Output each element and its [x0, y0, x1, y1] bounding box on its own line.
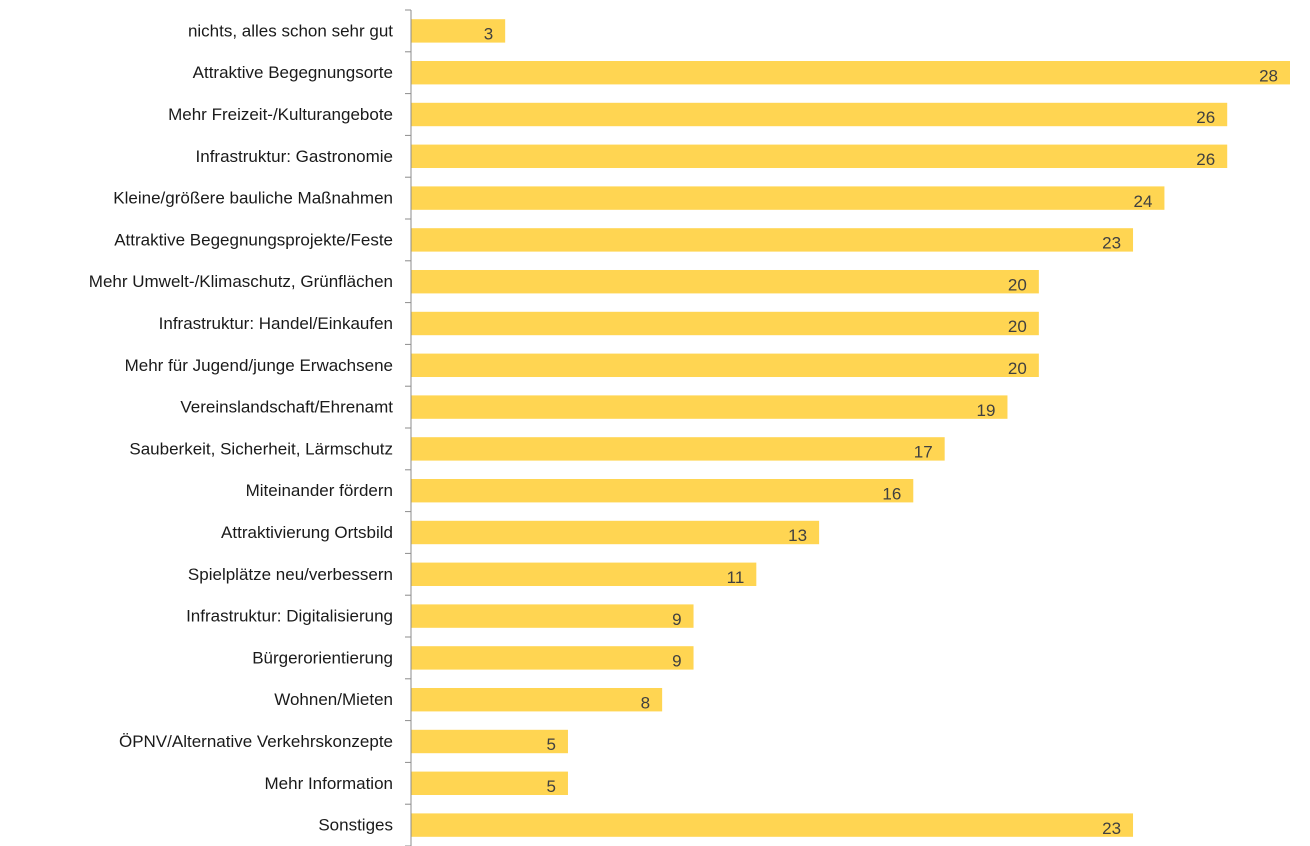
value-label: 16	[882, 484, 901, 503]
category-label: Attraktivierung Ortsbild	[221, 523, 393, 542]
category-label: Spielplätze neu/verbessern	[188, 565, 393, 584]
bar	[411, 562, 757, 587]
category-axis	[405, 9, 412, 846]
category-label: Infrastruktur: Gastronomie	[196, 147, 393, 166]
category-label: Kleine/größere bauliche Maßnahmen	[113, 189, 393, 208]
bar	[411, 353, 1039, 378]
category-labels: nichts, alles schon sehr gut Attraktive B…	[89, 21, 393, 834]
bar	[411, 144, 1228, 169]
category-label: Sauberkeit, Sicherheit, Lärmschutz	[129, 439, 393, 458]
bar	[411, 813, 1134, 837]
bar	[411, 729, 568, 754]
value-label: 20	[1008, 359, 1027, 378]
bar	[411, 269, 1039, 294]
value-label: 24	[1134, 192, 1153, 211]
value-label: 3	[484, 25, 493, 44]
category-label: Attraktive Begegnungsorte	[193, 63, 393, 82]
bar	[411, 771, 568, 796]
bar	[411, 646, 694, 670]
bar	[411, 102, 1228, 127]
value-label: 9	[672, 610, 681, 629]
category-label: Mehr Umwelt-/Klimaschutz, Grünflächen	[89, 272, 393, 291]
category-label: Attraktive Begegnungsprojekte/Feste	[114, 230, 393, 249]
bar	[411, 19, 506, 43]
category-label: Infrastruktur: Digitalisierung	[186, 607, 393, 626]
category-label: Mehr für Jugend/junge Erwachsene	[125, 356, 393, 375]
value-label: 8	[641, 693, 650, 712]
value-label: 5	[546, 735, 555, 754]
bar	[411, 186, 1165, 210]
value-label: 19	[977, 401, 996, 420]
value-label: 23	[1102, 234, 1121, 253]
category-label: Mehr Information	[265, 774, 394, 793]
category-label: Mehr Freizeit-/Kulturangebote	[168, 105, 393, 124]
category-label: Bürgerorientierung	[252, 648, 393, 667]
bar	[411, 604, 694, 628]
value-label: 23	[1102, 819, 1121, 838]
category-label: Sonstiges	[318, 816, 393, 835]
value-label: 28	[1259, 66, 1278, 85]
value-label: 17	[914, 443, 933, 462]
value-label: 26	[1196, 108, 1215, 127]
value-label: 5	[546, 777, 555, 796]
value-label: 13	[788, 526, 807, 545]
category-label: Infrastruktur: Handel/Einkaufen	[159, 314, 393, 333]
value-label: 26	[1196, 150, 1215, 169]
category-label: Vereinslandschaft/Ehrenamt	[180, 398, 393, 417]
category-label: nichts, alles schon sehr gut	[188, 21, 393, 40]
bar	[411, 437, 945, 461]
category-label: ÖPNV/Alternative Verkehrskonzepte	[119, 732, 393, 751]
bars-group	[411, 19, 1290, 837]
value-label: 20	[1008, 275, 1027, 294]
category-label: Wohnen/Mieten	[274, 690, 393, 709]
value-label: 20	[1008, 317, 1027, 336]
bar	[411, 520, 820, 545]
bar	[411, 687, 663, 712]
value-label: 11	[727, 568, 745, 587]
value-labels: 3 28 26 26 24 23 20 20 20 19 17 16 13 11 9 9 8 5 5 23	[484, 25, 1278, 838]
bar	[411, 395, 1008, 419]
bar	[411, 60, 1290, 85]
bar	[411, 228, 1134, 252]
value-label: 9	[672, 652, 681, 671]
bar	[411, 478, 914, 503]
bar	[411, 311, 1039, 336]
category-label: Miteinander fördern	[246, 481, 393, 500]
